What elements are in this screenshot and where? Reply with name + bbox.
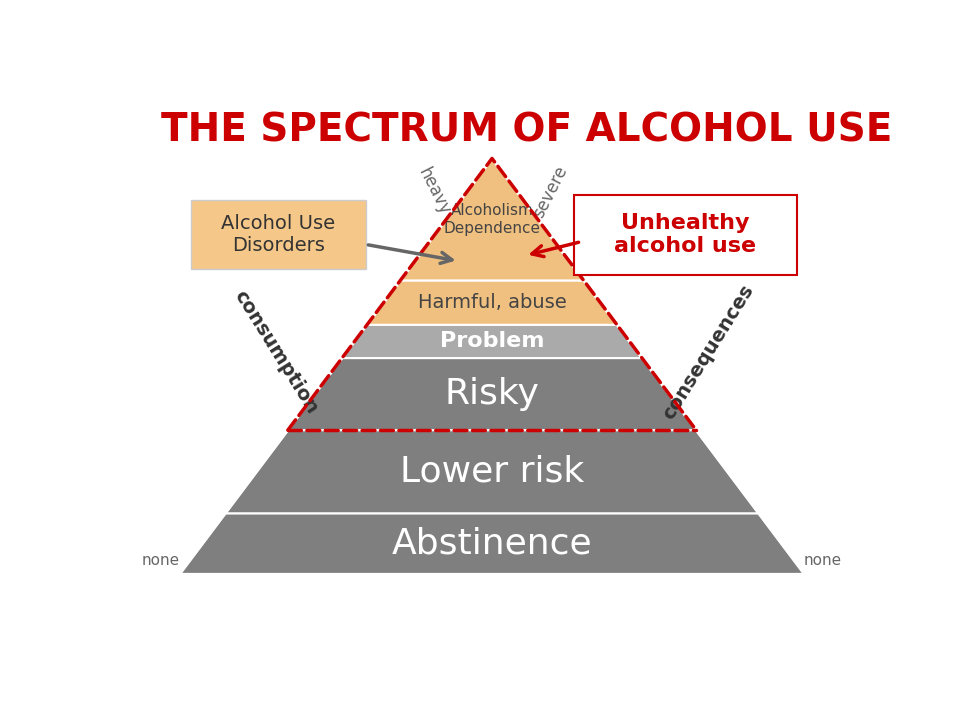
Polygon shape <box>342 325 642 358</box>
Text: Abstinence: Abstinence <box>392 527 592 561</box>
Polygon shape <box>367 280 617 325</box>
Text: none: none <box>804 553 842 568</box>
Polygon shape <box>400 158 584 280</box>
Polygon shape <box>180 513 804 575</box>
Text: Harmful, abuse: Harmful, abuse <box>418 293 566 312</box>
Text: Risky: Risky <box>444 377 540 411</box>
Text: heavy: heavy <box>415 165 453 218</box>
FancyBboxPatch shape <box>191 200 366 269</box>
Text: Alcohol Use
Disorders: Alcohol Use Disorders <box>221 214 335 255</box>
FancyBboxPatch shape <box>574 194 797 275</box>
Text: none: none <box>142 553 180 568</box>
Text: Unhealthy
alcohol use: Unhealthy alcohol use <box>614 213 756 256</box>
Text: severe: severe <box>529 163 571 221</box>
Text: Alcoholism
Dependence: Alcoholism Dependence <box>444 203 540 235</box>
Text: THE SPECTRUM OF ALCOHOL USE: THE SPECTRUM OF ALCOHOL USE <box>161 112 892 149</box>
Text: Lower risk: Lower risk <box>400 455 584 489</box>
Polygon shape <box>226 430 758 513</box>
Text: consumption: consumption <box>230 287 322 418</box>
Text: Problem: Problem <box>440 331 544 351</box>
Polygon shape <box>288 358 696 430</box>
Text: consequences: consequences <box>659 282 757 423</box>
